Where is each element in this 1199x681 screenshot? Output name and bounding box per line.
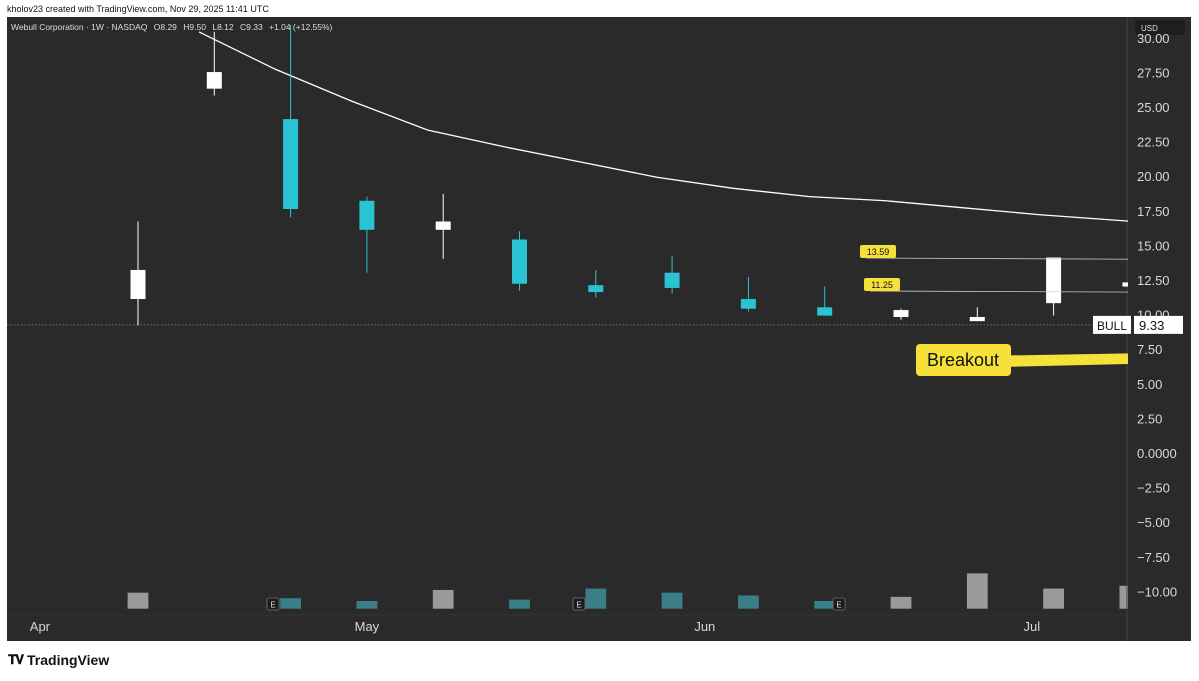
- breakout-callout-text: Breakout: [927, 350, 999, 370]
- price-tick-label: 25.00: [1137, 100, 1170, 115]
- volume-bar: [661, 592, 684, 610]
- credit-text: kholov23 created with TradingView.com, N…: [7, 4, 269, 14]
- price-tick-label: 5.00: [1137, 377, 1162, 392]
- volume-bar: [584, 587, 607, 610]
- volume-bar: [813, 600, 836, 610]
- ticker-tag-box: [1093, 315, 1131, 334]
- price-tick-label: 15.00: [1137, 238, 1170, 253]
- earnings-icon: [266, 597, 280, 611]
- time-tick-label: Jun: [694, 619, 715, 634]
- candle-body: [969, 317, 985, 322]
- price-tick-label: 20.00: [1137, 169, 1170, 184]
- ma-value-label: 13.59: [867, 247, 890, 257]
- time-tick-label: Apr: [30, 619, 51, 634]
- chart-panel[interactable]: Webull Corporation · 1W · NASDAQ O8.29 H…: [7, 17, 1191, 641]
- price-tick-label: −2.50: [1137, 481, 1170, 496]
- tradingview-logo[interactable]: 𝐓𝐕 TradingView: [8, 652, 109, 668]
- moving-averages: [198, 31, 1191, 227]
- earnings-marker-label: E: [270, 601, 275, 610]
- price-tick-label: 2.50: [1137, 411, 1162, 426]
- symbol-info: Webull Corporation · 1W · NASDAQ O8.29 H…: [11, 22, 333, 32]
- candle-body: [664, 272, 680, 288]
- candlesticks: [130, 25, 1138, 326]
- price-tick-label: 0.0000: [1137, 446, 1177, 461]
- price-tick-label: −7.50: [1137, 550, 1170, 565]
- candle-body: [130, 269, 146, 300]
- earnings-icon: [572, 597, 586, 611]
- volume-bar: [432, 589, 455, 610]
- price-tick-label: 30.00: [1137, 31, 1170, 46]
- axis-separators: [7, 17, 1128, 641]
- price-tick-label: 7.50: [1137, 342, 1162, 357]
- ma-value-label-box: [860, 245, 896, 258]
- candle-body: [588, 285, 604, 293]
- candle-body: [512, 239, 527, 284]
- volume-bar: [966, 572, 989, 610]
- earnings-marker-label: E: [836, 601, 841, 610]
- volume-bar: [279, 597, 302, 610]
- candle-body: [283, 119, 299, 210]
- candle-body: [359, 200, 375, 230]
- earnings-marker-label: E: [576, 601, 581, 610]
- volume-bar: [1042, 587, 1065, 610]
- ma-value-label-box: [864, 278, 900, 291]
- currency-box: [1135, 20, 1185, 35]
- volume-bar: [508, 599, 531, 610]
- candle-body: [435, 221, 451, 230]
- time-axis[interactable]: AprMayJunJulAugSepOctNovDec2026Feb: [30, 619, 1191, 634]
- volume-bar: [127, 592, 150, 610]
- volume-bar: [889, 596, 912, 610]
- candle-body: [206, 72, 222, 89]
- earnings-icon: [832, 597, 846, 611]
- candle-body: [817, 307, 833, 316]
- currency-label: USD: [1141, 24, 1158, 33]
- time-tick-label: May: [355, 619, 380, 634]
- price-tick-label: 17.50: [1137, 204, 1170, 219]
- price-tick-label: 12.50: [1137, 273, 1170, 288]
- price-tick-label: −10.00: [1137, 584, 1177, 599]
- annotations: E E E 13.59 11.25 Breakout: [266, 245, 1191, 611]
- price-chart[interactable]: Webull Corporation · 1W · NASDAQ O8.29 H…: [7, 17, 1191, 641]
- candle-body: [893, 310, 909, 317]
- candle-body: [740, 299, 756, 309]
- time-tick-label: Jul: [1023, 619, 1040, 634]
- price-tick-label: −5.00: [1137, 515, 1170, 530]
- tradingview-logo-icon: 𝐓𝐕: [8, 652, 24, 667]
- ticker-tag: BULL: [1097, 319, 1127, 333]
- volume-bar: [355, 600, 378, 610]
- price-tick-label: 22.50: [1137, 135, 1170, 150]
- volume-bars: [127, 572, 1141, 610]
- ma-value-label: 11.25: [871, 280, 893, 290]
- volume-bar: [737, 594, 760, 610]
- last-price-label: 9.33: [1139, 318, 1164, 333]
- last-price-box: [1134, 315, 1183, 334]
- candle-body: [1046, 257, 1062, 304]
- logo-text: TradingView: [27, 652, 110, 668]
- breakout-callout-box: [916, 344, 1011, 376]
- moving-average-line: [198, 31, 1191, 227]
- price-tick-label: 27.50: [1137, 65, 1170, 80]
